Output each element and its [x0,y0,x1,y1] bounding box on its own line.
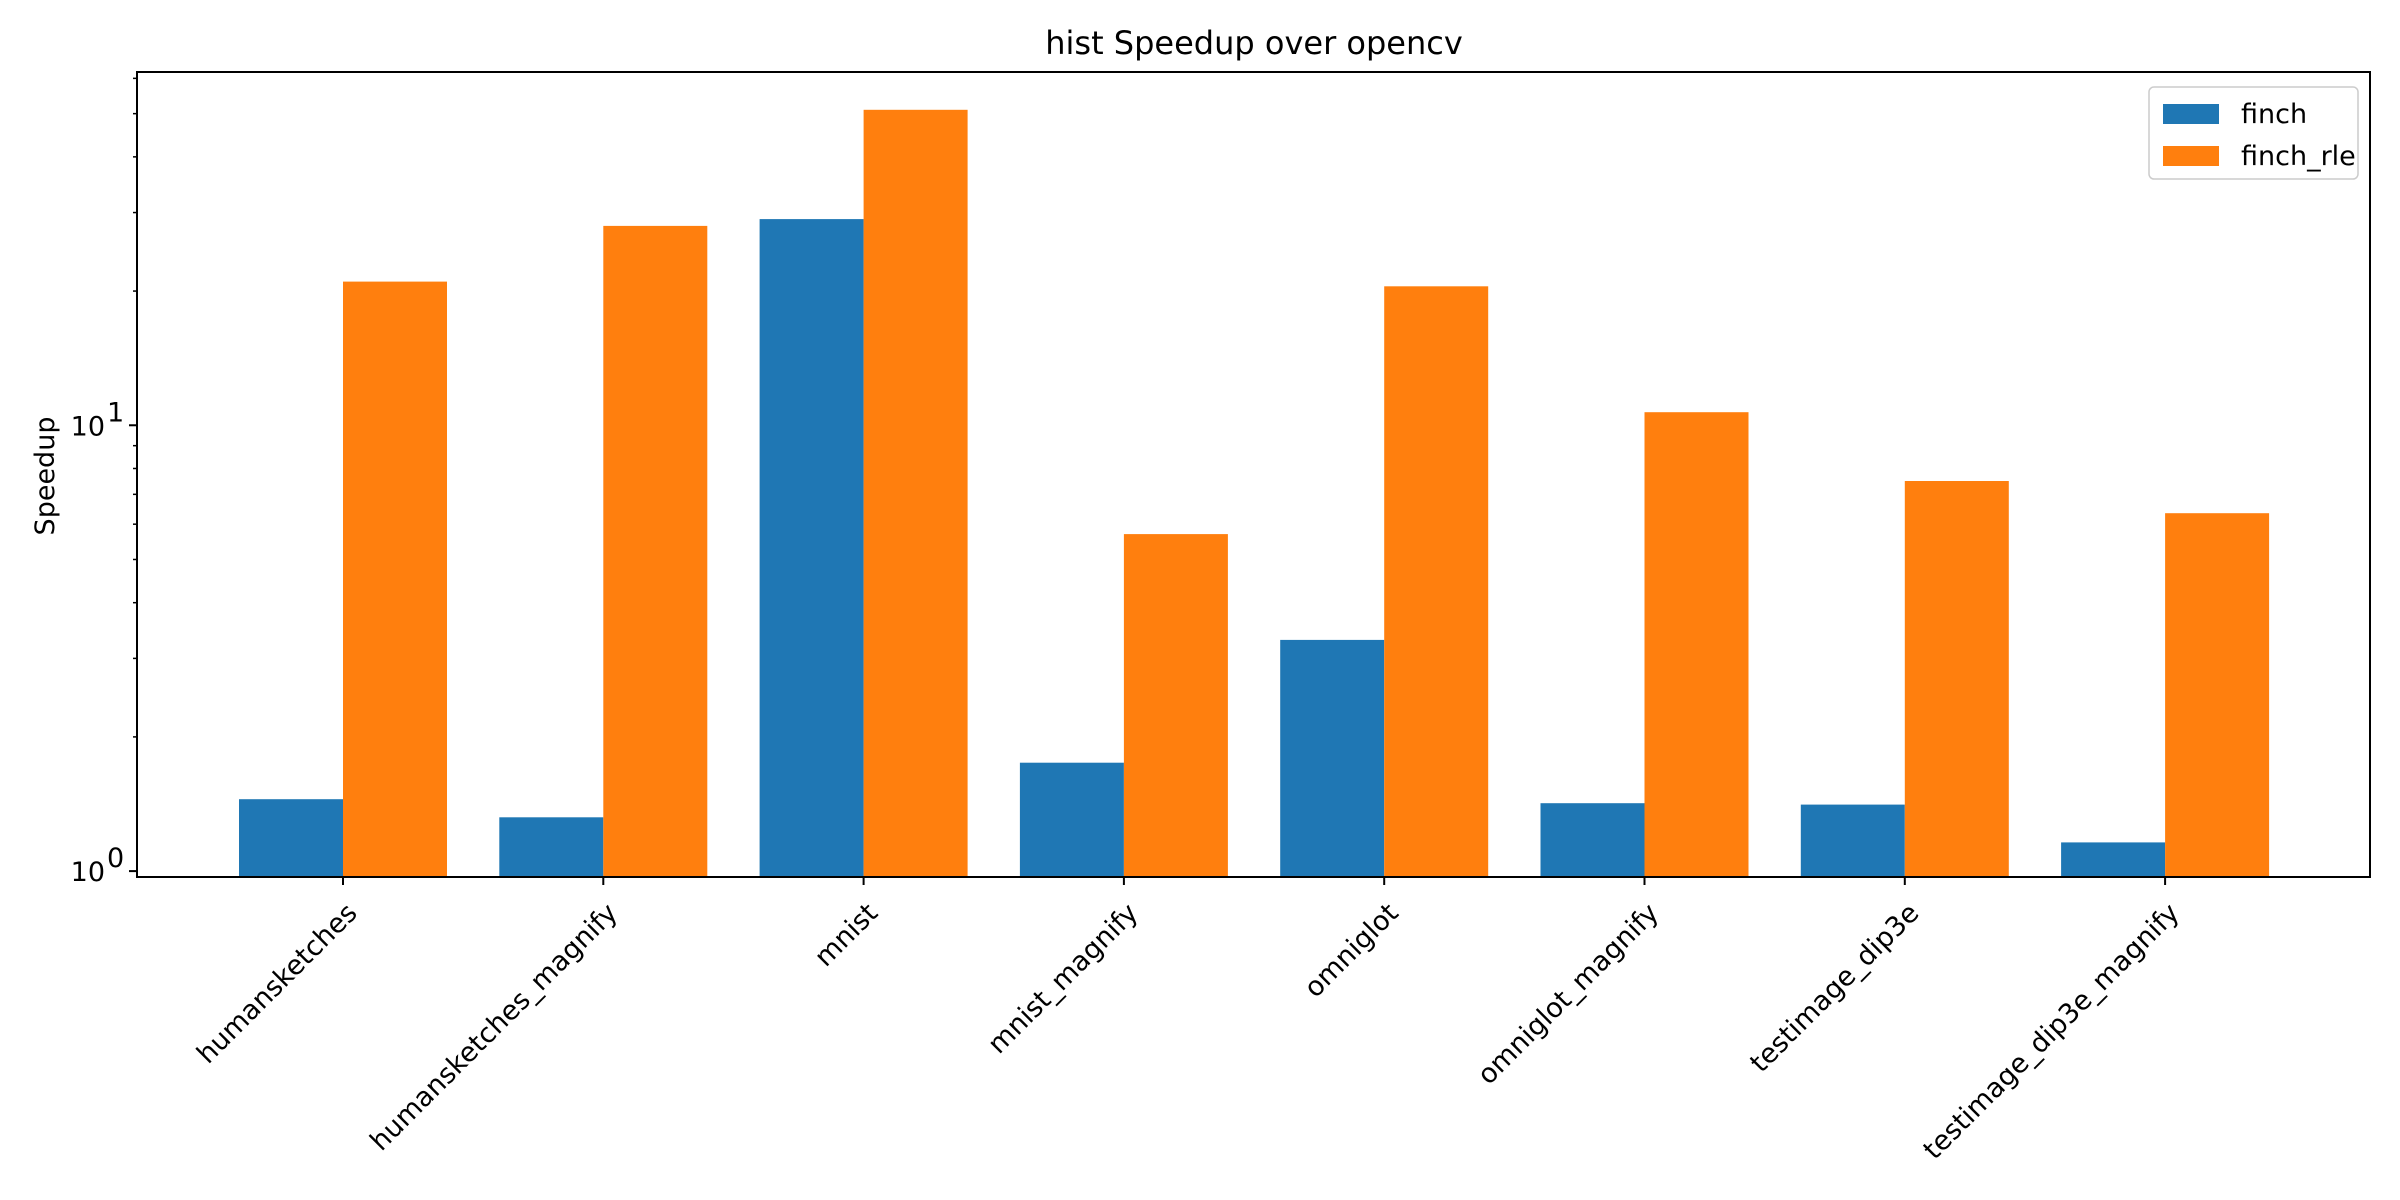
bar-finch-mnist_magnify [1019,762,1124,877]
bar-finch-humansketches [239,799,343,877]
x-tick-label: humansketches [191,898,363,1070]
bar-finch-mnist [759,219,864,878]
bar-finch-omniglot [1280,639,1385,877]
bar-finch_rle-testimage_dip3e [1904,481,2009,877]
legend-label-finch_rle: finch_rle [2241,141,2356,172]
x-tick-label: mnist [809,898,884,973]
legend-swatch-finch [2163,104,2219,124]
x-tick-label: humansketches_magnify [364,898,623,1157]
bar-finch-omniglot_magnify [1540,803,1645,877]
x-tick-label: omniglot [1299,898,1405,1004]
y-axis-label: Speedup [30,417,61,536]
y-tick-exponent: 1 [107,397,124,428]
y-tick-label: 10 [71,411,105,442]
bars-layer [239,109,2270,878]
bar-finch-testimage_dip3e_magnify [2061,842,2166,877]
bar-finch-testimage_dip3e [1800,804,1905,877]
x-axis: humansketches humansketches_magnify mnist m… [191,877,2186,1166]
bar-finch_rle-omniglot [1384,286,1489,877]
bar-finch-humansketches_magnify [499,817,604,877]
x-tick-label: testimage_dip3e_magnify [1918,898,2186,1166]
y-tick-exponent: 0 [107,843,124,874]
plot-frame [136,71,2371,878]
bar-finch_rle-humansketches_magnify [603,225,708,877]
bar-finch_rle-mnist [863,109,968,878]
legend-label-finch: finch [2241,99,2307,130]
bar-finch_rle-omniglot_magnify [1644,412,1749,877]
x-tick-label: testimage_dip3e [1744,898,1925,1079]
legend-swatch-finch_rle [2163,146,2219,166]
bar-finch_rle-testimage_dip3e_magnify [2165,513,2270,877]
bar-finch_rle-mnist_magnify [1123,534,1228,877]
y-tick-label: 10 [71,857,105,888]
chart-title: hist Speedup over opencv [1045,24,1463,62]
x-tick-label: mnist_magnify [982,898,1144,1060]
x-tick-label: omniglot_magnify [1472,898,1665,1091]
bar-finch_rle-humansketches [343,281,447,878]
legend: finch finch_rle [2148,86,2359,180]
